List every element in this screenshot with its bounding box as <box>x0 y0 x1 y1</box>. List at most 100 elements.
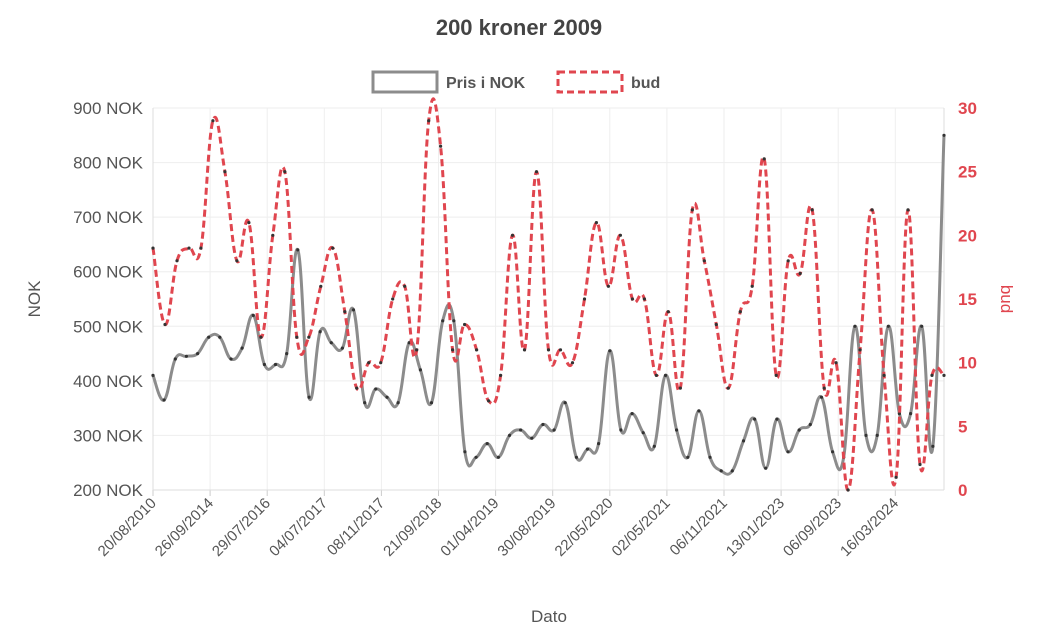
data-point[interactable] <box>846 488 850 492</box>
data-point[interactable] <box>774 373 778 377</box>
data-point[interactable] <box>485 442 489 446</box>
data-point[interactable] <box>415 348 419 352</box>
data-point[interactable] <box>163 322 167 327</box>
data-point[interactable] <box>690 208 694 212</box>
data-point[interactable] <box>391 297 395 301</box>
data-point[interactable] <box>882 373 886 377</box>
data-point[interactable] <box>367 361 371 365</box>
data-point[interactable] <box>942 133 946 137</box>
data-point[interactable] <box>429 401 434 405</box>
data-point[interactable] <box>864 433 868 437</box>
data-point[interactable] <box>678 386 682 390</box>
data-point[interactable] <box>385 395 389 399</box>
data-point[interactable] <box>702 259 706 263</box>
data-point[interactable] <box>452 319 456 323</box>
data-point[interactable] <box>403 284 407 288</box>
data-point[interactable] <box>175 259 179 263</box>
data-point[interactable] <box>920 324 924 328</box>
data-point[interactable] <box>585 447 590 451</box>
data-point[interactable] <box>351 308 356 312</box>
data-point[interactable] <box>930 373 934 377</box>
data-point[interactable] <box>797 428 801 432</box>
data-point[interactable] <box>439 144 443 148</box>
data-point[interactable] <box>618 233 623 237</box>
data-point[interactable] <box>418 368 422 372</box>
data-point[interactable] <box>530 436 534 440</box>
data-point[interactable] <box>686 455 690 459</box>
data-point[interactable] <box>474 455 478 459</box>
data-point[interactable] <box>499 373 503 377</box>
data-point[interactable] <box>654 373 659 377</box>
data-point[interactable] <box>151 246 155 250</box>
data-point[interactable] <box>196 352 200 356</box>
data-point[interactable] <box>463 322 467 327</box>
data-point[interactable] <box>886 324 890 328</box>
data-point[interactable] <box>247 221 251 225</box>
data-point[interactable] <box>307 395 311 399</box>
data-point[interactable] <box>218 335 222 339</box>
data-point[interactable] <box>606 284 611 288</box>
data-point[interactable] <box>296 248 300 252</box>
data-point[interactable] <box>451 348 455 352</box>
data-point[interactable] <box>619 428 623 432</box>
data-point[interactable] <box>199 246 203 250</box>
data-point[interactable] <box>522 348 527 352</box>
data-point[interactable] <box>642 297 647 301</box>
data-point[interactable] <box>942 373 946 377</box>
data-point[interactable] <box>810 208 814 212</box>
data-point[interactable] <box>750 284 754 288</box>
data-point[interactable] <box>463 450 467 454</box>
data-point[interactable] <box>427 119 431 123</box>
data-point[interactable] <box>906 208 910 212</box>
data-point[interactable] <box>870 208 874 212</box>
data-point[interactable] <box>853 324 857 328</box>
data-point[interactable] <box>918 462 922 467</box>
data-point[interactable] <box>207 335 211 339</box>
data-point[interactable] <box>719 469 723 473</box>
data-point[interactable] <box>675 428 679 432</box>
data-point[interactable] <box>775 417 779 421</box>
data-point[interactable] <box>259 335 263 339</box>
data-point[interactable] <box>534 170 539 174</box>
data-point[interactable] <box>594 221 599 225</box>
data-point[interactable] <box>340 346 344 350</box>
data-point[interactable] <box>574 455 579 459</box>
data-point[interactable] <box>507 433 512 437</box>
data-point[interactable] <box>487 399 491 403</box>
data-point[interactable] <box>319 284 323 288</box>
data-point[interactable] <box>894 475 898 479</box>
data-point[interactable] <box>931 444 935 448</box>
data-point[interactable] <box>582 297 587 301</box>
data-point[interactable] <box>663 373 668 377</box>
data-point[interactable] <box>858 348 862 352</box>
data-point[interactable] <box>834 361 838 365</box>
data-point[interactable] <box>475 348 479 352</box>
data-point[interactable] <box>519 428 523 432</box>
data-point[interactable] <box>223 170 227 174</box>
data-point[interactable] <box>285 352 289 356</box>
data-point[interactable] <box>229 357 233 361</box>
data-point[interactable] <box>558 348 563 352</box>
legend-item-pris[interactable]: Pris i NOK <box>371 70 526 94</box>
data-point[interactable] <box>187 246 191 250</box>
data-point[interactable] <box>597 442 601 446</box>
data-point[interactable] <box>510 233 515 237</box>
data-point[interactable] <box>363 401 367 405</box>
data-point[interactable] <box>697 409 701 413</box>
data-point[interactable] <box>730 469 734 473</box>
data-point[interactable] <box>570 361 575 365</box>
data-point[interactable] <box>379 361 383 365</box>
data-point[interactable] <box>235 259 239 263</box>
legend[interactable]: Pris i NOK bud <box>371 70 660 94</box>
data-point[interactable] <box>738 310 742 314</box>
data-point[interactable] <box>541 422 545 427</box>
data-point[interactable] <box>753 417 757 421</box>
data-point[interactable] <box>714 322 718 327</box>
data-point[interactable] <box>441 319 445 323</box>
data-point[interactable] <box>211 119 215 123</box>
data-point[interactable] <box>630 412 634 416</box>
data-point[interactable] <box>786 259 790 263</box>
data-point[interactable] <box>552 428 556 432</box>
data-point[interactable] <box>240 346 244 350</box>
data-point[interactable] <box>396 401 400 405</box>
